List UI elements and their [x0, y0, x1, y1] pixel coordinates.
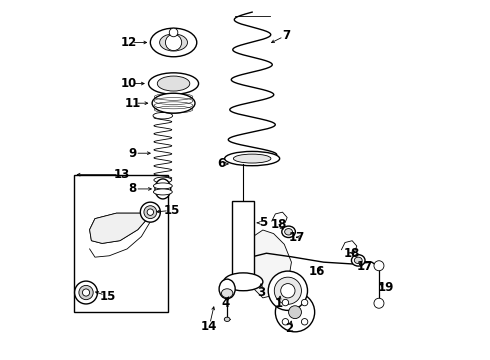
Ellipse shape [148, 73, 198, 94]
Circle shape [282, 300, 289, 306]
Text: 11: 11 [124, 97, 141, 110]
Ellipse shape [154, 177, 172, 183]
Text: 1: 1 [275, 297, 283, 310]
Circle shape [301, 319, 308, 325]
Circle shape [274, 277, 301, 304]
Circle shape [169, 28, 178, 37]
Text: 14: 14 [201, 320, 218, 333]
Text: 10: 10 [121, 77, 137, 90]
Text: 16: 16 [308, 265, 325, 278]
Circle shape [166, 34, 182, 51]
Circle shape [374, 298, 384, 308]
Ellipse shape [233, 154, 271, 163]
Circle shape [275, 293, 315, 332]
Text: 9: 9 [128, 147, 137, 160]
Text: 17: 17 [357, 260, 373, 273]
Circle shape [79, 285, 93, 300]
Text: 7: 7 [282, 29, 290, 42]
Bar [74, 175, 168, 312]
Polygon shape [90, 213, 152, 243]
Circle shape [301, 300, 308, 306]
Text: 18: 18 [271, 218, 287, 231]
Ellipse shape [152, 93, 195, 113]
Circle shape [282, 319, 289, 325]
Text: 15: 15 [164, 204, 180, 217]
Text: 8: 8 [128, 183, 137, 195]
Text: 18: 18 [344, 247, 360, 260]
Ellipse shape [157, 76, 190, 91]
Text: 17: 17 [289, 231, 305, 244]
Bar [232, 202, 254, 280]
Circle shape [82, 289, 90, 296]
Circle shape [268, 271, 308, 310]
Ellipse shape [219, 279, 235, 299]
Circle shape [140, 202, 160, 222]
Ellipse shape [153, 112, 172, 119]
Ellipse shape [160, 34, 188, 51]
Polygon shape [248, 230, 292, 298]
Text: 5: 5 [259, 216, 267, 229]
Ellipse shape [282, 226, 295, 238]
Text: 2: 2 [286, 322, 294, 335]
Ellipse shape [153, 183, 172, 189]
Ellipse shape [224, 152, 280, 166]
Ellipse shape [153, 189, 172, 195]
Ellipse shape [223, 273, 263, 291]
Circle shape [281, 284, 295, 298]
Text: 13: 13 [114, 168, 130, 181]
Text: 19: 19 [378, 281, 394, 294]
Text: 4: 4 [221, 297, 229, 310]
Circle shape [144, 206, 157, 219]
Circle shape [289, 306, 301, 319]
Ellipse shape [285, 229, 293, 235]
Circle shape [74, 281, 98, 304]
Text: 6: 6 [218, 157, 226, 170]
Ellipse shape [155, 179, 171, 199]
Ellipse shape [354, 257, 362, 264]
Text: 15: 15 [99, 289, 116, 303]
Text: 12: 12 [121, 36, 137, 49]
Ellipse shape [221, 289, 233, 298]
Text: 3: 3 [257, 286, 265, 299]
Ellipse shape [224, 317, 230, 321]
Ellipse shape [150, 28, 197, 57]
Circle shape [374, 261, 384, 271]
Ellipse shape [351, 255, 365, 266]
Circle shape [147, 209, 153, 215]
